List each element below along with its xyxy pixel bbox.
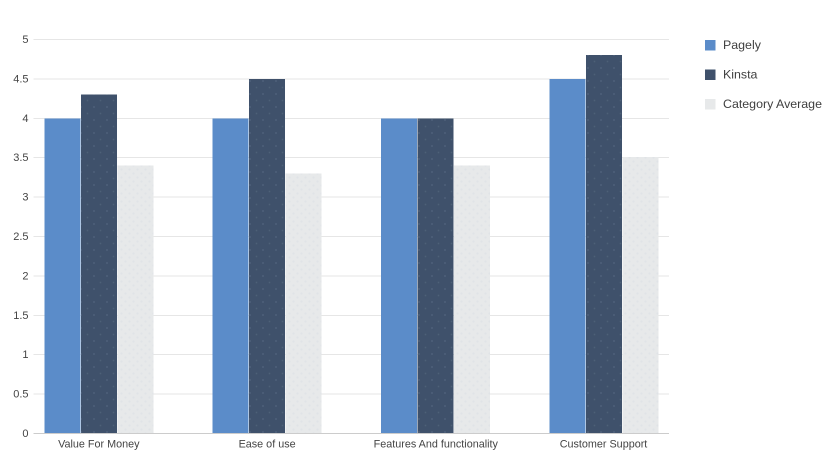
svg-text:0.5: 0.5: [13, 389, 28, 401]
svg-text:Kinsta: Kinsta: [723, 68, 758, 82]
svg-text:Features And functionality: Features And functionality: [374, 439, 499, 451]
svg-text:3: 3: [22, 192, 28, 204]
svg-text:Customer Support: Customer Support: [560, 439, 648, 451]
svg-text:3.5: 3.5: [13, 152, 28, 164]
svg-text:Category Average: Category Average: [723, 97, 822, 111]
svg-text:5: 5: [22, 34, 28, 46]
svg-text:1: 1: [22, 349, 28, 361]
svg-text:4.5: 4.5: [13, 73, 28, 85]
svg-text:2: 2: [22, 270, 28, 282]
svg-text:2.5: 2.5: [13, 231, 28, 243]
svg-text:Pagely: Pagely: [723, 38, 762, 52]
svg-text:4: 4: [22, 113, 28, 125]
svg-text:Value For Money: Value For Money: [58, 439, 140, 451]
svg-text:0: 0: [22, 428, 28, 440]
svg-text:1.5: 1.5: [13, 310, 28, 322]
svg-text:Ease of use: Ease of use: [239, 439, 296, 451]
